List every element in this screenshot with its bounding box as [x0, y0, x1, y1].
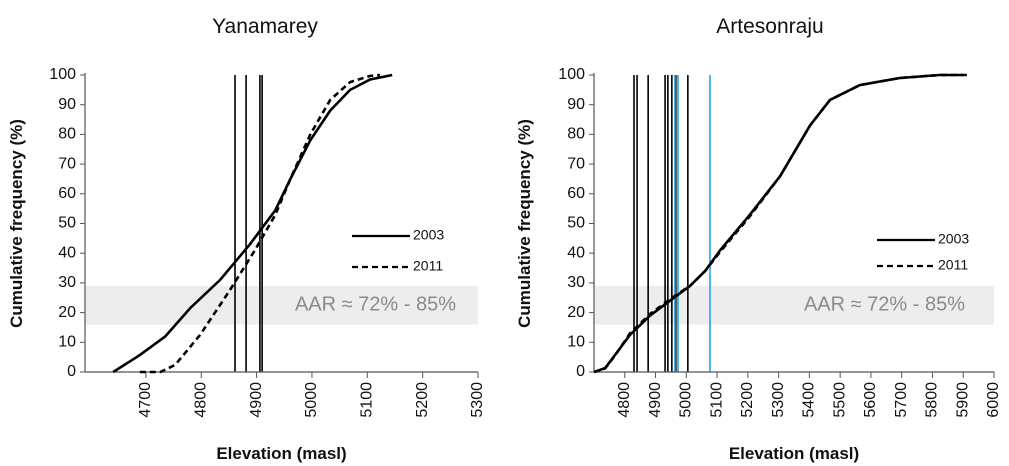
aar-band [594, 285, 994, 325]
x-tick-label: 5400 [801, 382, 818, 418]
y-tick-label: 30 [58, 274, 76, 291]
x-tick-label: 5300 [770, 382, 787, 418]
x-tick-label: 4900 [647, 382, 664, 418]
x-tick-label: 5000 [303, 382, 320, 418]
x-tick-label: 5700 [893, 382, 910, 418]
annotation: AAR ≈ 72% - 85% [804, 293, 965, 315]
x-tick-label: 4800 [616, 382, 633, 418]
x-axis-label: Elevation (masl) [216, 444, 346, 463]
x-tick-label: 4800 [192, 382, 209, 418]
y-tick-label: 0 [576, 363, 585, 380]
y-axis-label: Cumulative frequency (%) [7, 119, 26, 328]
legend-label: 2011 [413, 258, 443, 274]
x-axis-label: Elevation (masl) [729, 444, 859, 463]
y-tick-label: 50 [567, 215, 585, 232]
y-tick-label: 40 [58, 244, 76, 261]
legend-label: 2003 [413, 227, 444, 243]
x-tick-label: 5500 [831, 382, 848, 418]
x-tick-label: 6000 [985, 382, 1002, 418]
y-tick-label: 80 [567, 126, 585, 143]
x-tick-label: 5900 [954, 382, 971, 418]
x-tick-label: 5100 [359, 382, 376, 418]
y-tick-label: 40 [567, 244, 585, 261]
cumulative-line [139, 73, 381, 374]
legend-label: 2003 [938, 231, 969, 247]
x-tick-label: 5200 [739, 382, 756, 418]
x-tick-label: 5600 [862, 382, 879, 418]
y-tick-label: 60 [567, 185, 585, 202]
cumulative-line [112, 73, 393, 374]
x-tick-label: 5100 [708, 382, 725, 418]
y-tick-label: 100 [49, 66, 76, 83]
y-axis-label: Cumulative frequency (%) [515, 119, 534, 328]
y-tick-label: 10 [567, 334, 585, 351]
y-tick-label: 10 [58, 334, 76, 351]
x-tick-label: 5800 [924, 382, 941, 418]
y-tick-label: 70 [567, 155, 585, 172]
x-tick-label: 5200 [414, 382, 431, 418]
aar-band [85, 285, 478, 325]
cumulative-line [593, 73, 970, 374]
annotation: AAR ≈ 72% - 85% [295, 293, 456, 315]
y-tick-label: 90 [567, 96, 585, 113]
y-tick-label: 90 [58, 96, 76, 113]
y-tick-label: 0 [67, 363, 76, 380]
y-tick-label: 70 [58, 155, 76, 172]
x-tick-label: 5000 [678, 382, 695, 418]
y-tick-label: 50 [58, 215, 76, 232]
y-tick-label: 100 [558, 66, 585, 83]
y-tick-label: 80 [58, 126, 76, 143]
cumulative-line [593, 73, 964, 374]
y-tick-label: 20 [58, 304, 76, 321]
x-tick-label: 5300 [469, 382, 486, 418]
y-tick-label: 60 [58, 185, 76, 202]
y-tick-label: 30 [567, 274, 585, 291]
chart-title: Artesonraju [716, 15, 823, 38]
y-tick-label: 20 [567, 304, 585, 321]
x-tick-label: 4900 [248, 382, 265, 418]
chart-title: Yanamarey [212, 15, 318, 38]
legend-label: 2011 [938, 257, 968, 273]
x-tick-label: 4700 [137, 382, 154, 418]
